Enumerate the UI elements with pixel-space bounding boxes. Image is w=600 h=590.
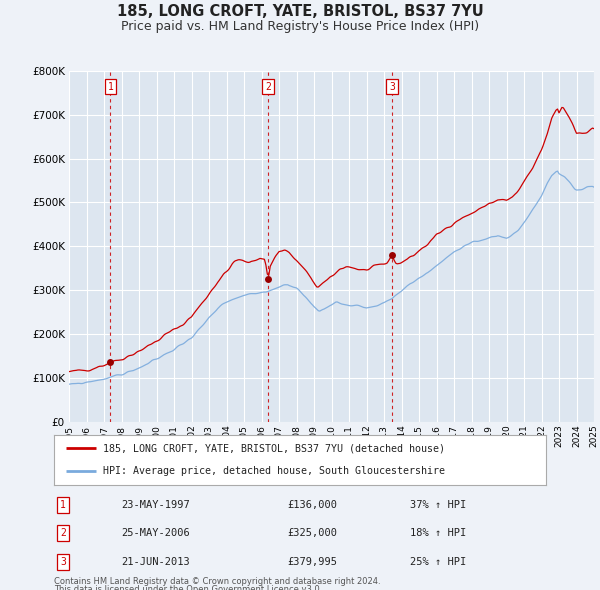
Text: HPI: Average price, detached house, South Gloucestershire: HPI: Average price, detached house, Sout… [103,467,445,477]
Text: 21-JUN-2013: 21-JUN-2013 [122,557,190,566]
Text: £379,995: £379,995 [287,557,337,566]
Text: 1: 1 [107,81,113,91]
Text: 25% ↑ HPI: 25% ↑ HPI [410,557,466,566]
Text: 2: 2 [60,529,66,538]
Text: 25-MAY-2006: 25-MAY-2006 [122,529,190,538]
Text: 23-MAY-1997: 23-MAY-1997 [122,500,190,510]
Text: 37% ↑ HPI: 37% ↑ HPI [410,500,466,510]
Text: 18% ↑ HPI: 18% ↑ HPI [410,529,466,538]
Text: £325,000: £325,000 [287,529,337,538]
Text: 2: 2 [265,81,271,91]
Text: Contains HM Land Registry data © Crown copyright and database right 2024.: Contains HM Land Registry data © Crown c… [54,577,380,586]
Text: 1: 1 [60,500,66,510]
Text: This data is licensed under the Open Government Licence v3.0.: This data is licensed under the Open Gov… [54,585,322,590]
Text: 185, LONG CROFT, YATE, BRISTOL, BS37 7YU (detached house): 185, LONG CROFT, YATE, BRISTOL, BS37 7YU… [103,443,445,453]
Text: 185, LONG CROFT, YATE, BRISTOL, BS37 7YU: 185, LONG CROFT, YATE, BRISTOL, BS37 7YU [116,4,484,19]
Text: £136,000: £136,000 [287,500,337,510]
Text: 3: 3 [60,557,66,566]
Text: Price paid vs. HM Land Registry's House Price Index (HPI): Price paid vs. HM Land Registry's House … [121,20,479,33]
Text: 3: 3 [389,81,395,91]
